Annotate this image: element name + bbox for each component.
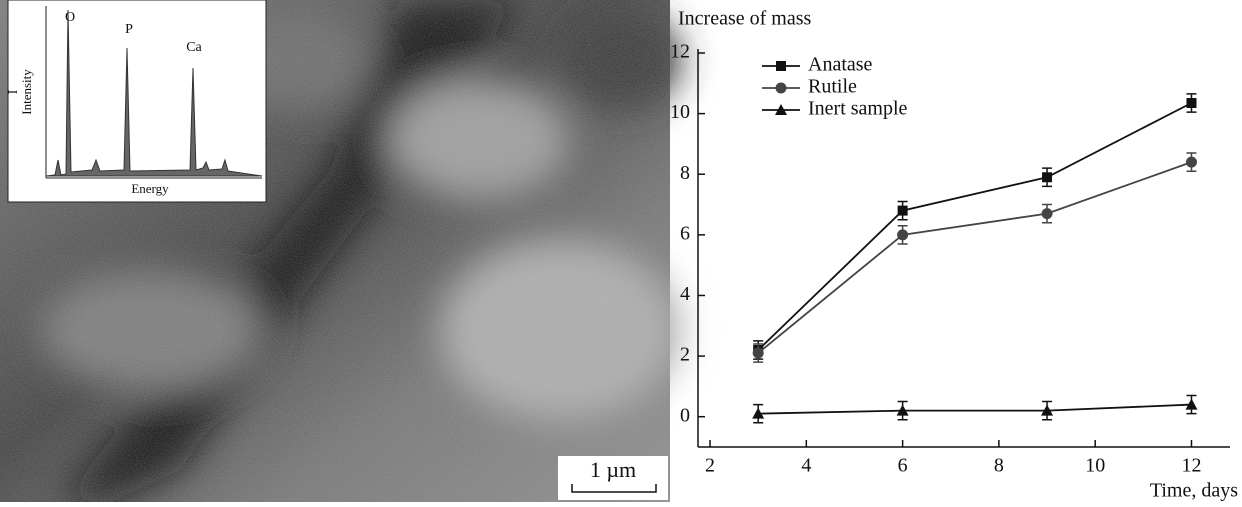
peak-label: P — [125, 22, 133, 37]
x-tick-label: 4 — [801, 455, 811, 477]
y-tick-label: 12 — [670, 41, 690, 63]
legend-label: Rutile — [808, 76, 857, 98]
y-tick-label: 8 — [680, 162, 690, 184]
peak-label: Ca — [186, 40, 202, 55]
marker — [1185, 398, 1198, 410]
y-tick-label: 0 — [680, 404, 690, 426]
y-tick-label: 4 — [680, 283, 690, 305]
y-tick-label: 10 — [670, 101, 690, 123]
scale-bar: 1 µm — [558, 456, 668, 500]
x-tick-label: 10 — [1085, 455, 1105, 477]
legend-label: Inert sample — [808, 98, 908, 120]
inset-x-label: Energy — [131, 181, 169, 196]
x-tick-label: 12 — [1181, 455, 1201, 477]
marker — [1186, 98, 1197, 109]
y-tick-label: 2 — [680, 344, 690, 366]
marker — [897, 229, 909, 241]
inset: O P Ca Energy Intensity I — [5, 0, 267, 203]
spectrum — [45, 9, 263, 177]
marker — [752, 347, 764, 359]
series-line — [757, 161, 1192, 354]
marker — [775, 104, 787, 115]
series-line — [758, 403, 1192, 415]
peak-label: O — [65, 10, 75, 25]
x-axis-label: Time, days — [1150, 480, 1238, 502]
x-tick-label: 2 — [705, 455, 715, 477]
y-axis-label: Increase of mass — [678, 8, 811, 30]
marker — [776, 61, 786, 71]
marker — [752, 407, 765, 419]
legend-label: Anatase — [808, 54, 873, 76]
inset-y-mark: I — [5, 90, 20, 94]
marker — [775, 82, 787, 94]
marker — [1041, 208, 1053, 220]
x-tick-label: 8 — [994, 455, 1004, 477]
marker — [896, 404, 909, 416]
marker — [1042, 172, 1053, 183]
marker — [1185, 156, 1197, 168]
marker — [1041, 404, 1054, 416]
marker — [897, 205, 908, 216]
y-tick-label: 6 — [680, 222, 690, 244]
scale-label: 1 µm — [590, 457, 636, 482]
inset-y-label: Intensity — [19, 69, 34, 115]
x-tick-label: 6 — [898, 455, 908, 477]
series-line — [757, 102, 1192, 351]
